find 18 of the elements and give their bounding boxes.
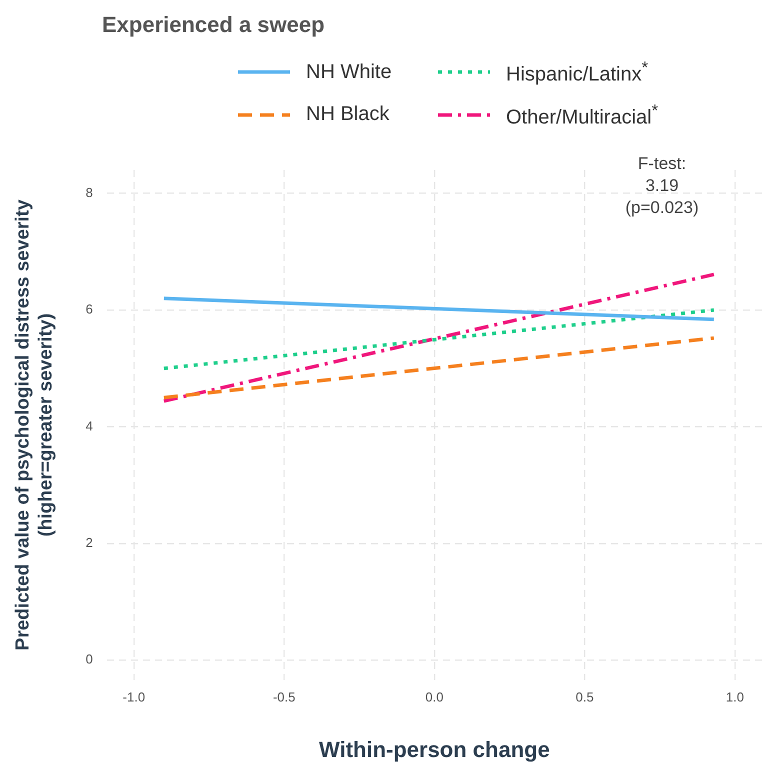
y-axis-title: Predicted value of psychological distress severity (higher=greater severity) (12, 199, 56, 650)
y-tick-label: 4 (86, 418, 93, 434)
x-tick-label: 1.0 (726, 689, 744, 704)
chart-title: Experienced a sweep (102, 12, 325, 38)
annotation: F-test: 3.19 (p=0.023) (625, 154, 699, 218)
x-tick-label: 0.0 (425, 689, 444, 704)
legend-label: NH White (306, 60, 392, 84)
y-tick-label: 2 (86, 535, 93, 550)
x-tick-label: -1.0 (122, 689, 146, 704)
x-tick-label: 0.5 (576, 689, 594, 704)
y-tick-label: 8 (86, 184, 93, 200)
legend-label: Other/Multiracial$^{*}$ (506, 100, 658, 130)
legend-label: Hispanic/Latinx$^{*}$ (506, 58, 648, 87)
y-tick-label: 0 (86, 652, 93, 667)
x-axis-title: Within-person change (319, 736, 550, 762)
x-tick-label: -0.5 (272, 689, 296, 704)
y-tick-label: 6 (86, 302, 93, 317)
legend-label: NH Black (306, 103, 390, 126)
